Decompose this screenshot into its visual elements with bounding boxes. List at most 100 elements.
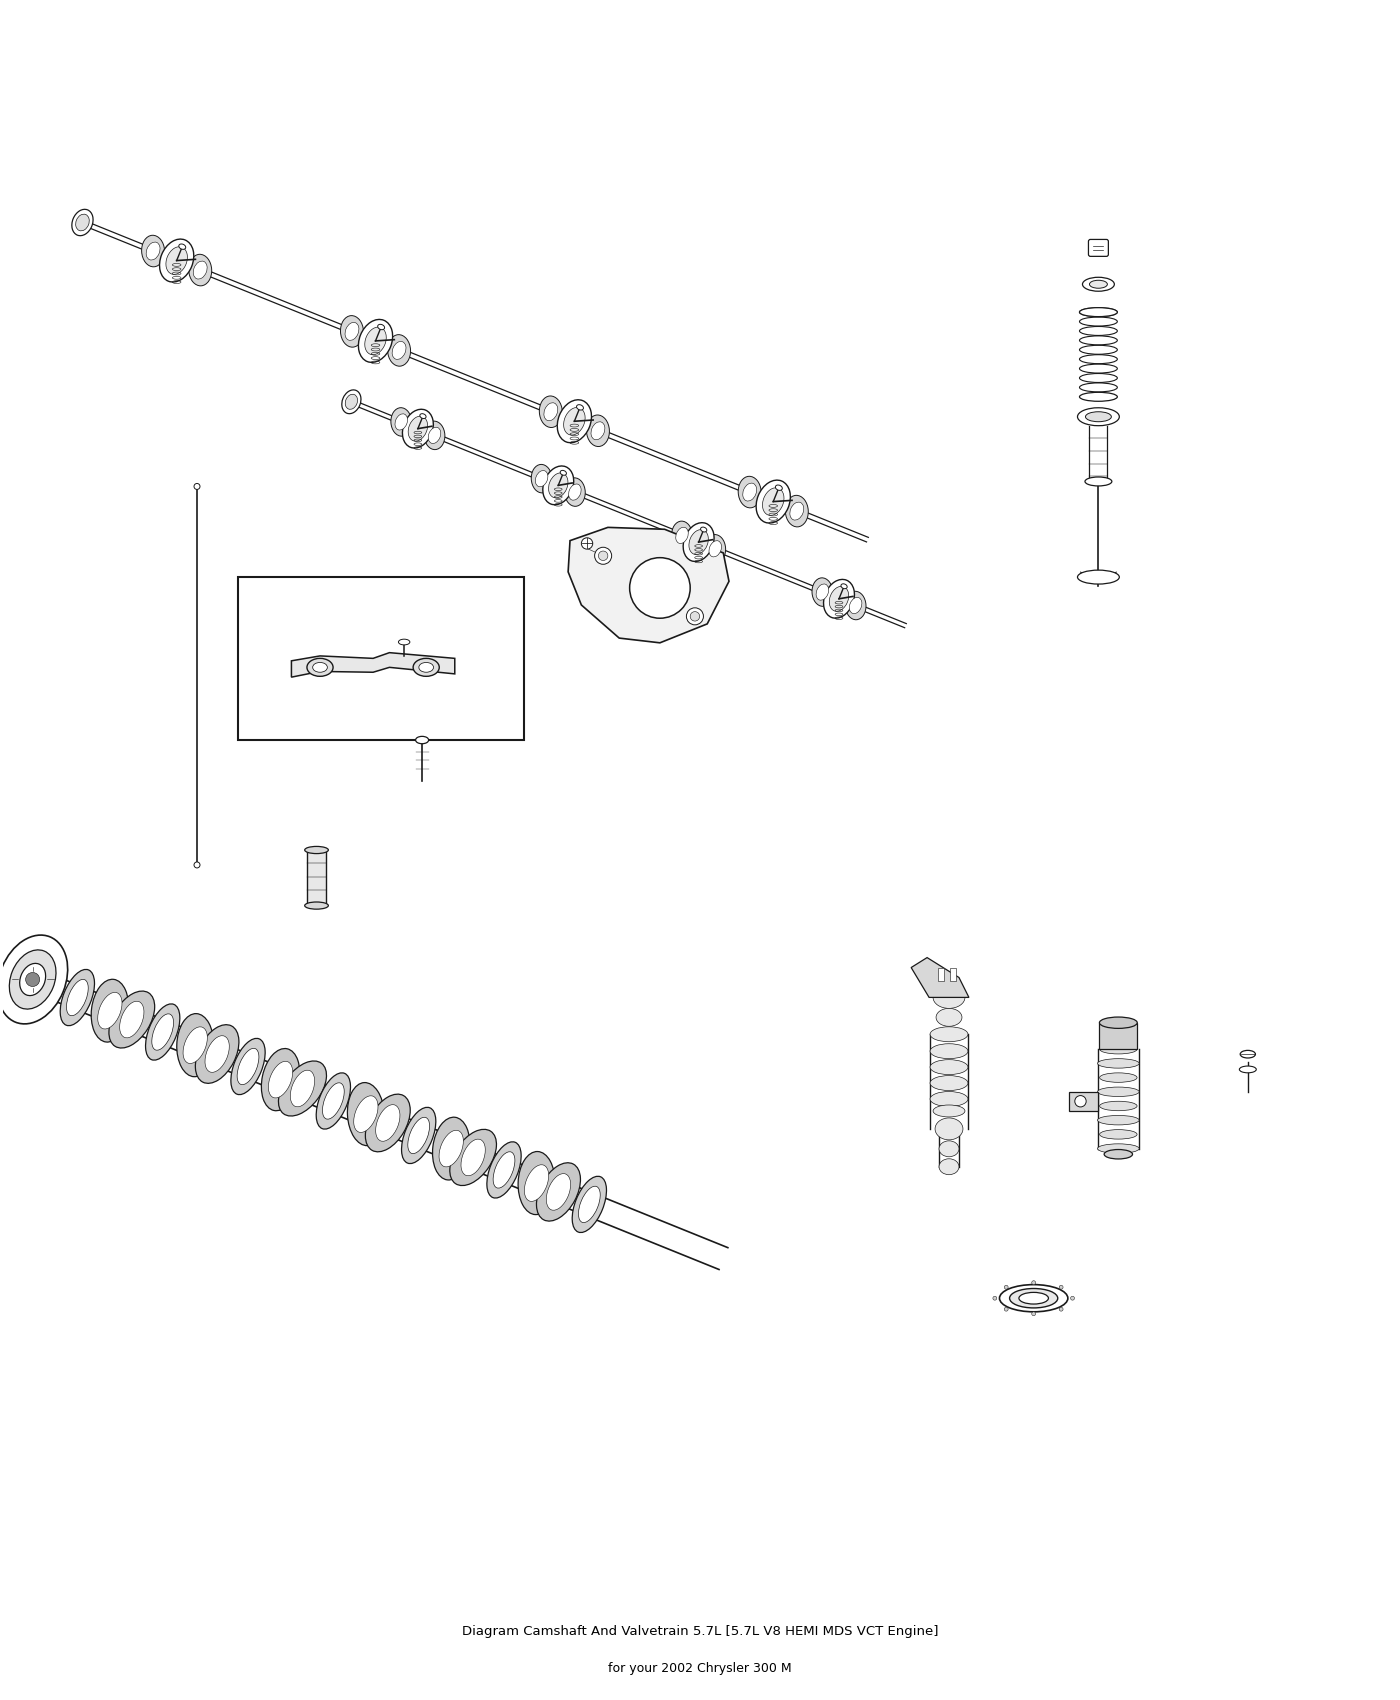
Ellipse shape bbox=[407, 1117, 430, 1154]
Ellipse shape bbox=[399, 639, 410, 644]
Ellipse shape bbox=[536, 1163, 581, 1221]
Ellipse shape bbox=[402, 1107, 435, 1163]
Ellipse shape bbox=[930, 1076, 967, 1090]
Ellipse shape bbox=[91, 979, 129, 1042]
Circle shape bbox=[195, 862, 200, 869]
Ellipse shape bbox=[939, 1141, 959, 1156]
Ellipse shape bbox=[700, 527, 707, 532]
Ellipse shape bbox=[231, 1039, 265, 1095]
FancyBboxPatch shape bbox=[1088, 240, 1109, 257]
Ellipse shape bbox=[183, 1027, 207, 1064]
Ellipse shape bbox=[683, 522, 714, 561]
Ellipse shape bbox=[237, 1049, 259, 1085]
Ellipse shape bbox=[98, 993, 122, 1028]
Ellipse shape bbox=[167, 246, 188, 274]
Ellipse shape bbox=[756, 479, 791, 524]
Ellipse shape bbox=[262, 1049, 300, 1110]
Ellipse shape bbox=[344, 323, 358, 340]
Circle shape bbox=[581, 537, 592, 549]
Ellipse shape bbox=[930, 1091, 967, 1107]
Ellipse shape bbox=[676, 527, 689, 544]
Polygon shape bbox=[911, 957, 969, 998]
Circle shape bbox=[1004, 1285, 1008, 1289]
Ellipse shape bbox=[1078, 570, 1120, 585]
Ellipse shape bbox=[708, 541, 721, 558]
Ellipse shape bbox=[1099, 1102, 1137, 1110]
Ellipse shape bbox=[392, 342, 406, 359]
Ellipse shape bbox=[1098, 1115, 1140, 1125]
Bar bbox=[1070, 1091, 1098, 1110]
Ellipse shape bbox=[841, 583, 847, 588]
Circle shape bbox=[195, 483, 200, 490]
Ellipse shape bbox=[358, 320, 392, 362]
Ellipse shape bbox=[1105, 1149, 1133, 1159]
Ellipse shape bbox=[850, 597, 862, 614]
Ellipse shape bbox=[1098, 1144, 1140, 1153]
Ellipse shape bbox=[689, 530, 708, 554]
Bar bbox=[1099, 1023, 1137, 1049]
Ellipse shape bbox=[776, 484, 783, 490]
Ellipse shape bbox=[305, 903, 329, 910]
Ellipse shape bbox=[1019, 1292, 1049, 1304]
Ellipse shape bbox=[1079, 308, 1117, 316]
Ellipse shape bbox=[428, 427, 441, 444]
Ellipse shape bbox=[151, 1013, 174, 1051]
Ellipse shape bbox=[340, 316, 364, 347]
Circle shape bbox=[993, 1297, 997, 1300]
Ellipse shape bbox=[391, 408, 412, 437]
Ellipse shape bbox=[549, 473, 568, 498]
Circle shape bbox=[1060, 1307, 1063, 1311]
Ellipse shape bbox=[342, 389, 361, 413]
Ellipse shape bbox=[932, 986, 965, 1008]
Ellipse shape bbox=[546, 1173, 571, 1210]
Ellipse shape bbox=[525, 1164, 549, 1202]
Ellipse shape bbox=[395, 413, 407, 430]
Ellipse shape bbox=[189, 255, 211, 286]
Ellipse shape bbox=[440, 1130, 463, 1166]
Polygon shape bbox=[343, 398, 358, 405]
Circle shape bbox=[1075, 1095, 1086, 1107]
Bar bbox=[307, 850, 326, 906]
Ellipse shape bbox=[672, 522, 693, 549]
Ellipse shape bbox=[846, 592, 867, 620]
Circle shape bbox=[598, 551, 608, 561]
Ellipse shape bbox=[413, 658, 440, 677]
Ellipse shape bbox=[704, 534, 725, 563]
Ellipse shape bbox=[420, 413, 426, 418]
Ellipse shape bbox=[305, 847, 329, 853]
Circle shape bbox=[1032, 1280, 1036, 1285]
Ellipse shape bbox=[146, 241, 160, 260]
Ellipse shape bbox=[449, 1129, 497, 1185]
Text: for your 2002 Chrysler 300 M: for your 2002 Chrysler 300 M bbox=[608, 1663, 792, 1674]
Ellipse shape bbox=[109, 991, 154, 1047]
Ellipse shape bbox=[354, 1096, 378, 1132]
Circle shape bbox=[690, 612, 700, 620]
Ellipse shape bbox=[785, 495, 808, 527]
Ellipse shape bbox=[20, 964, 46, 996]
Bar bbox=[951, 967, 956, 981]
Ellipse shape bbox=[743, 483, 756, 502]
Bar bbox=[238, 576, 524, 740]
Ellipse shape bbox=[0, 935, 67, 1023]
Text: Diagram Camshaft And Valvetrain 5.7L [5.7L V8 HEMI MDS VCT Engine]: Diagram Camshaft And Valvetrain 5.7L [5.… bbox=[462, 1625, 938, 1639]
Ellipse shape bbox=[591, 422, 605, 440]
Ellipse shape bbox=[193, 262, 207, 279]
Ellipse shape bbox=[179, 245, 186, 250]
Ellipse shape bbox=[937, 1008, 962, 1027]
Ellipse shape bbox=[433, 1117, 470, 1180]
Circle shape bbox=[1060, 1285, 1063, 1289]
Ellipse shape bbox=[738, 476, 762, 508]
Circle shape bbox=[630, 558, 690, 619]
Ellipse shape bbox=[378, 325, 385, 330]
Ellipse shape bbox=[939, 1159, 959, 1175]
Ellipse shape bbox=[316, 1073, 350, 1129]
Ellipse shape bbox=[823, 580, 854, 619]
Ellipse shape bbox=[812, 578, 833, 607]
Ellipse shape bbox=[365, 326, 386, 355]
Ellipse shape bbox=[60, 969, 94, 1025]
Ellipse shape bbox=[493, 1151, 515, 1188]
Ellipse shape bbox=[365, 1095, 410, 1153]
Ellipse shape bbox=[388, 335, 410, 366]
Ellipse shape bbox=[560, 471, 567, 476]
Ellipse shape bbox=[269, 1061, 293, 1098]
